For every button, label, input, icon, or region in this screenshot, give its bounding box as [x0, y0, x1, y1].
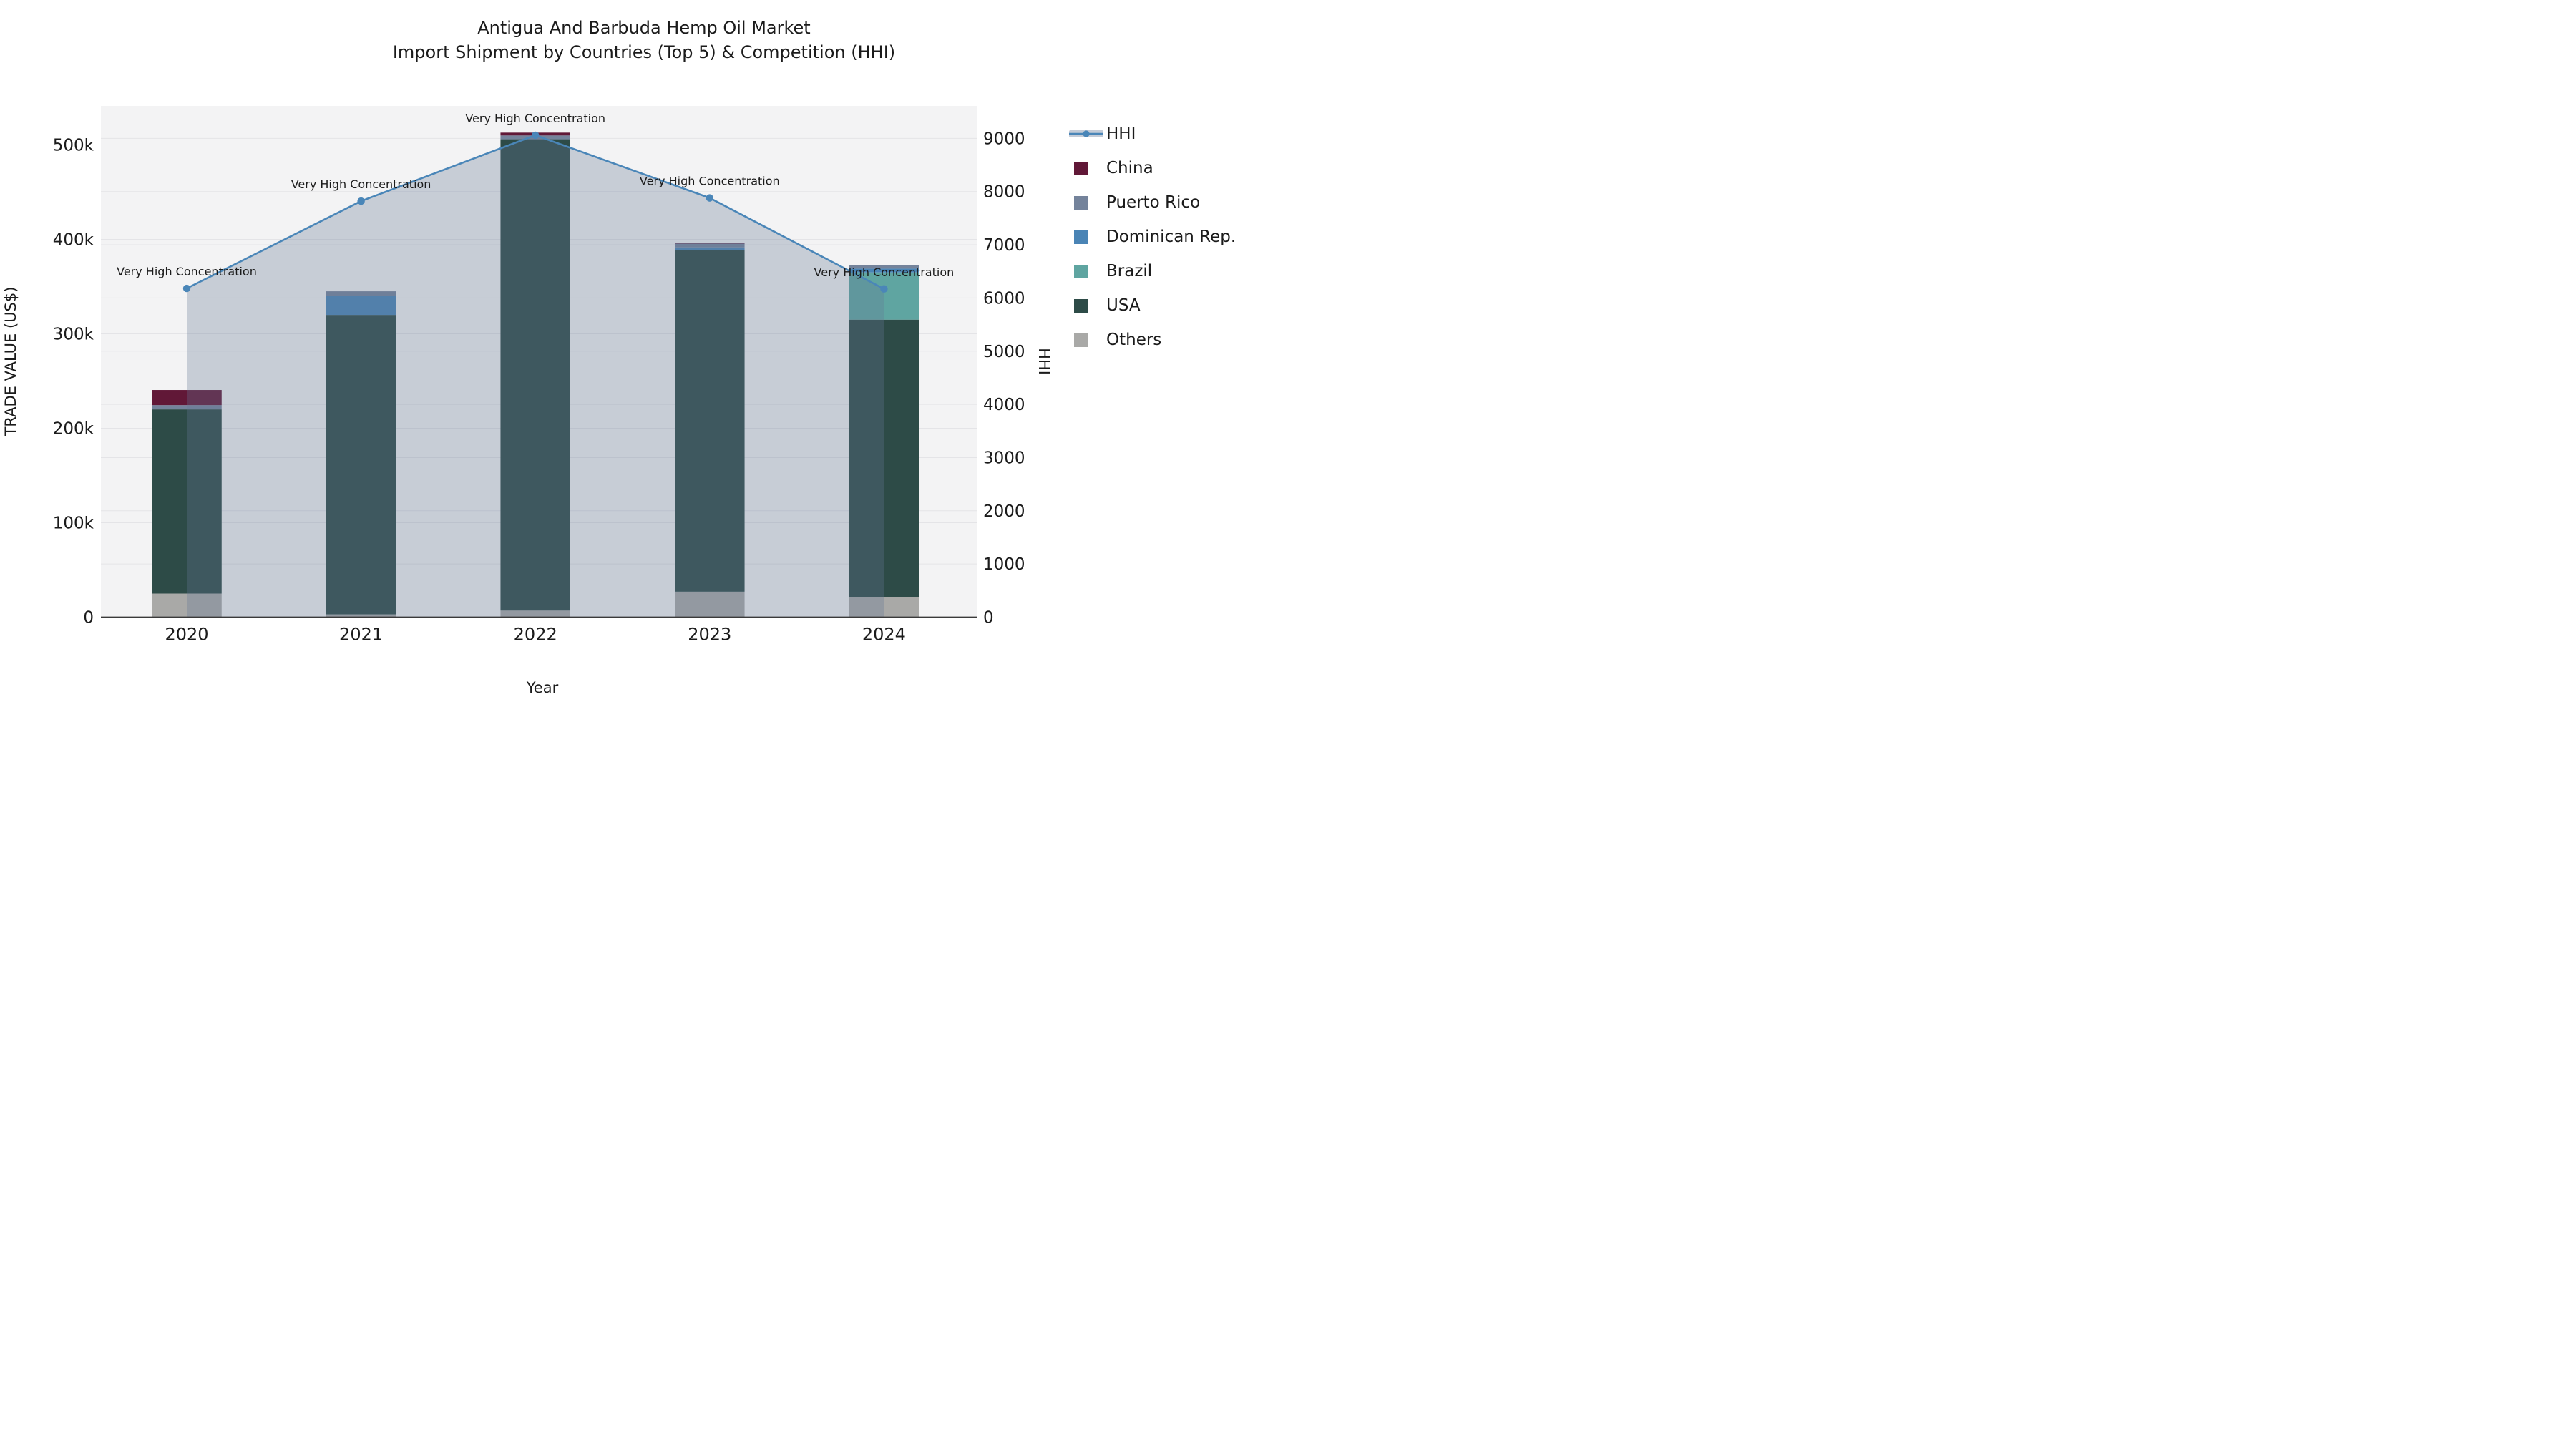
hhi-point-2024[interactable]: [880, 285, 888, 293]
legend-item-usa[interactable]: USA: [1069, 288, 1236, 323]
legend-label: Dominican Rep.: [1106, 228, 1236, 246]
color-swatch: [1069, 333, 1106, 347]
y-left-tick: 200k: [53, 420, 94, 439]
bar-segment-2021-usa[interactable]: [326, 315, 396, 615]
bar-segment-2021-puerto_rico[interactable]: [326, 291, 396, 296]
x-axis-title: Year: [526, 679, 559, 696]
y-left-tick: 300k: [53, 326, 94, 344]
chart-title-line1: Antigua And Barbuda Hemp Oil Market: [477, 18, 811, 38]
chart-canvas: Very High Concentration Very High Concent…: [2, 106, 1053, 696]
legend-item-dominican-rep[interactable]: Dominican Rep.: [1069, 220, 1236, 254]
bar-segment-2024-puerto_rico[interactable]: [849, 265, 919, 269]
legend-label: Puerto Rico: [1106, 193, 1201, 212]
hhi-point-2022[interactable]: [532, 131, 540, 140]
legend-item-others[interactable]: Others: [1069, 323, 1236, 357]
legend-item-china[interactable]: China: [1069, 151, 1236, 185]
hhi-area-fill: [187, 135, 884, 618]
bar-segment-2023-dominican_rep[interactable]: [675, 247, 745, 250]
color-swatch: [1069, 264, 1106, 278]
color-swatch: [1069, 161, 1106, 175]
x-tick-2023: 2023: [688, 625, 731, 645]
hhi-point-2020[interactable]: [182, 284, 191, 293]
y-left-tick: 0: [83, 609, 94, 628]
color-swatch: [1069, 298, 1106, 313]
bar-segment-2022-others[interactable]: [500, 610, 570, 618]
y-right-tick: 0: [983, 609, 994, 628]
y-left-axis-title: TRADE VALUE (US$): [2, 287, 19, 437]
legend-label: USA: [1106, 296, 1141, 315]
bar-segment-2020-puerto_rico[interactable]: [152, 405, 222, 410]
x-tick-2020: 2020: [165, 625, 208, 645]
color-swatch: [1069, 195, 1106, 210]
bar-segment-2022-usa[interactable]: [500, 139, 570, 611]
bar-segment-2021-dominican_rep[interactable]: [326, 296, 396, 316]
bar-segment-2024-dominican_rep[interactable]: [849, 268, 919, 273]
color-swatch: [1069, 230, 1106, 244]
y-right-tick: 1000: [983, 555, 1025, 574]
y-right-axis-title: HHI: [1035, 348, 1053, 375]
y-right-tick: 6000: [983, 289, 1025, 308]
bar-segment-2024-usa[interactable]: [849, 319, 919, 597]
legend-square-icon: [1074, 298, 1088, 313]
y-right-tick: 5000: [983, 343, 1025, 361]
bar-segment-2024-brazil[interactable]: [849, 272, 919, 320]
annotation-2023: Very High Concentration: [640, 175, 780, 188]
y-right-tick: 2000: [983, 502, 1025, 521]
legend-square-icon: [1074, 230, 1088, 244]
y-right-tick: 9000: [983, 130, 1025, 148]
chart-title: Antigua And Barbuda Hemp Oil Market Impo…: [0, 16, 1288, 64]
bar-segment-2024-others[interactable]: [849, 597, 919, 618]
legend-square-icon: [1074, 195, 1088, 210]
y-left-tick: 100k: [53, 514, 94, 533]
y-right-tick: 8000: [983, 183, 1025, 202]
legend-square-icon: [1074, 264, 1088, 278]
bar-segment-2023-usa[interactable]: [675, 250, 745, 592]
x-tick-2022: 2022: [514, 625, 557, 645]
bar-segment-2020-usa[interactable]: [152, 409, 222, 594]
y-right-tick: 4000: [983, 396, 1025, 414]
legend-label: China: [1106, 159, 1153, 177]
legend-label: Others: [1106, 331, 1162, 349]
bar-segment-2021-others[interactable]: [326, 614, 396, 618]
y-left-tick: 500k: [53, 137, 94, 155]
legend: HHI China Puerto Rico Dominican Rep. Brazil U…: [1069, 117, 1236, 357]
chart-title-line2: Import Shipment by Countries (Top 5) & C…: [392, 42, 896, 62]
hhi-line-swatch: [1069, 127, 1106, 140]
hhi-swatch-icon: [1069, 130, 1103, 137]
bar-segment-2020-china[interactable]: [152, 390, 222, 406]
bar-segment-2020-others[interactable]: [152, 593, 222, 618]
legend-item-brazil[interactable]: Brazil: [1069, 254, 1236, 288]
legend-label: Brazil: [1106, 262, 1153, 280]
legend-square-icon: [1074, 333, 1088, 347]
figure: Antigua And Barbuda Hemp Oil Market Impo…: [0, 0, 1288, 724]
hhi-point-2023[interactable]: [706, 194, 713, 202]
annotation-2022: Very High Concentration: [465, 112, 605, 125]
x-tick-2021: 2021: [339, 625, 383, 645]
y-right-tick: 7000: [983, 236, 1025, 255]
legend-item-hhi[interactable]: HHI: [1069, 117, 1236, 151]
annotation-2024: Very High Concentration: [814, 265, 955, 279]
annotation-2021: Very High Concentration: [291, 177, 431, 191]
y-left-tick: 400k: [53, 231, 94, 250]
legend-label: HHI: [1106, 125, 1136, 143]
y-right-tick: 3000: [983, 449, 1025, 467]
bar-segment-2023-puerto_rico[interactable]: [675, 243, 745, 248]
legend-square-icon: [1074, 161, 1088, 175]
x-tick-2024: 2024: [862, 625, 906, 645]
legend-item-puerto-rico[interactable]: Puerto Rico: [1069, 185, 1236, 220]
annotation-2020: Very High Concentration: [117, 265, 257, 278]
hhi-point-2021[interactable]: [357, 197, 365, 205]
bar-segment-2023-others[interactable]: [675, 591, 745, 618]
